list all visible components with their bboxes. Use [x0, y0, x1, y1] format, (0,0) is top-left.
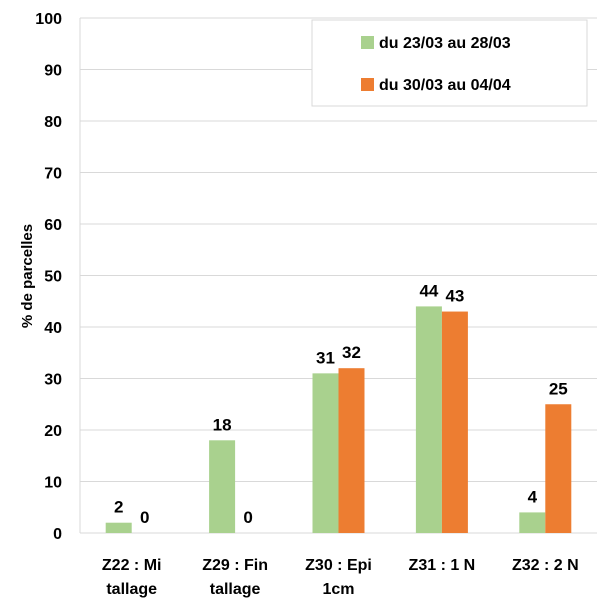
- y-tick-label: 10: [44, 475, 62, 492]
- bars: [105, 306, 572, 533]
- y-tick-label: 20: [44, 423, 62, 440]
- bar-value-label: 0: [243, 508, 252, 527]
- x-tick-label: Z32 : 2 N: [512, 557, 579, 574]
- bar: [545, 404, 572, 533]
- bar-value-label: 32: [342, 343, 361, 362]
- y-tick-label: 70: [44, 166, 62, 183]
- bar-value-label: 4: [528, 487, 538, 506]
- bar-value-label: 31: [316, 348, 335, 367]
- bar: [415, 306, 442, 533]
- y-tick-label: 0: [53, 526, 62, 543]
- legend-label: du 30/03 au 04/04: [379, 77, 511, 94]
- y-tick-label: 80: [44, 114, 62, 131]
- y-tick-label: 30: [44, 372, 62, 389]
- bar-value-label: 0: [140, 508, 149, 527]
- bar-value-label: 43: [445, 287, 464, 306]
- x-tick-label: Z30 : Epi: [305, 557, 372, 574]
- x-tick-label: 1cm: [322, 581, 354, 598]
- bar: [441, 311, 468, 533]
- legend-box: [311, 19, 588, 107]
- bar-value-label: 18: [213, 415, 232, 434]
- y-tick-label: 100: [35, 11, 62, 28]
- y-tick-label: 90: [44, 63, 62, 80]
- x-tick-label: Z22 : Mi: [102, 557, 162, 574]
- y-axis-label: % de parcelles: [19, 224, 36, 328]
- x-tick-label: Z31 : 1 N: [409, 557, 476, 574]
- legend-swatch: [361, 36, 374, 49]
- x-tick-label: tallage: [106, 581, 157, 598]
- y-tick-label: 60: [44, 217, 62, 234]
- legend: du 23/03 au 28/03 du 30/03 au 04/04: [311, 19, 588, 107]
- bar-value-label: 25: [549, 379, 568, 398]
- bar: [209, 440, 236, 533]
- x-tick-label: Z29 : Fin: [202, 557, 268, 574]
- bar: [338, 368, 365, 533]
- y-tick-label: 40: [44, 320, 62, 337]
- bar: [312, 373, 339, 533]
- bar-value-label: 2: [114, 498, 123, 517]
- bar: [105, 522, 132, 533]
- legend-label: du 23/03 au 28/03: [379, 35, 511, 52]
- y-tick-label: 50: [44, 269, 62, 286]
- x-tick-label: tallage: [210, 581, 261, 598]
- legend-swatch: [361, 78, 374, 91]
- bar-value-label: 44: [419, 281, 438, 300]
- bar: [519, 512, 546, 533]
